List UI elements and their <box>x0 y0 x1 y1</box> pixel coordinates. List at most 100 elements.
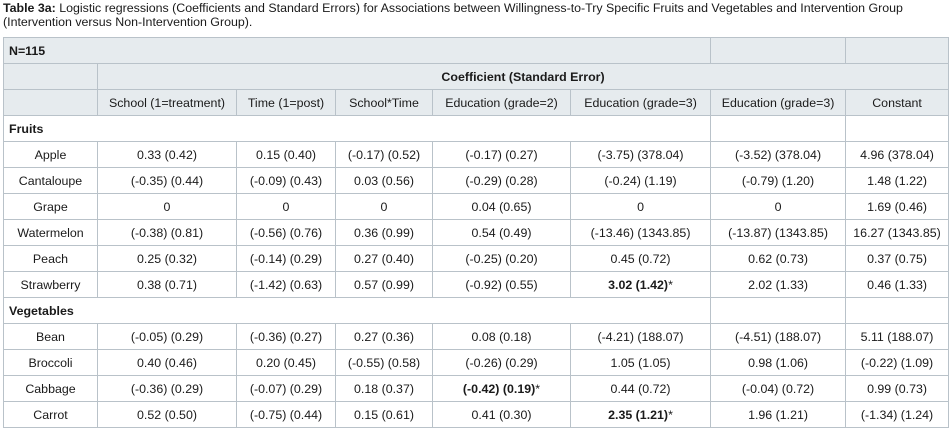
n-label: N=115 <box>2 37 712 64</box>
table-cell: (-0.79) (1.20) <box>710 167 847 194</box>
row-label: Cantaloupe <box>3 167 98 194</box>
cell-value: 0.99 (0.73) <box>867 381 927 396</box>
section-title: Fruits <box>2 115 712 142</box>
table-cell: 1.69 (0.46) <box>845 193 950 220</box>
table-row: Grape 0 0 0 0.04 (0.65) 0 0 1.69 (0.46) <box>3 193 950 220</box>
caption-text: Logistic regressions (Coefficients and S… <box>3 1 903 29</box>
table-cell: 0.27 (0.36) <box>335 323 433 350</box>
column-header: Education (grade=3) <box>710 89 847 116</box>
table-cell: (-0.35) (0.44) <box>97 167 237 194</box>
cell-value: 0.98 (1.06) <box>748 355 808 370</box>
cell-value: 4.96 (378.04) <box>860 147 934 162</box>
table-cell: (-3.75) (378.04) <box>569 141 712 168</box>
cell-value: 1.69 (0.46) <box>867 199 927 214</box>
table-cell: (-0.36) (0.29) <box>97 375 237 402</box>
table-cell: (-0.22) (1.09) <box>845 349 950 376</box>
table-cell: 0.25 (0.32) <box>97 245 237 272</box>
cell-value: 0.04 (0.65) <box>471 199 532 214</box>
cell-value: (-0.25) (0.20) <box>465 251 538 266</box>
table-cell: (-1.42) (0.63) <box>236 271 336 298</box>
table-cell: 0.40 (0.46) <box>97 349 237 376</box>
column-header: School (1=treatment) <box>97 89 237 116</box>
table-cell: (-0.04) (0.72) <box>710 375 847 402</box>
cell-value: (-0.35) (0.44) <box>130 173 204 188</box>
table-cell: 0.37 (0.75) <box>845 245 950 272</box>
cell-value: 0.62 (0.73) <box>748 251 808 266</box>
column-header: School*Time <box>335 89 433 116</box>
cell-value: (-0.22) (1.09) <box>860 355 934 370</box>
column-header: Constant <box>845 89 950 116</box>
column-header: Education (grade=3) <box>569 89 712 116</box>
table-cell: (-4.51) (188.07) <box>710 323 847 350</box>
table-cell: 0 <box>335 193 433 220</box>
cell-value: 0.15 (0.61) <box>354 407 414 422</box>
cell-value: 0 <box>380 199 388 214</box>
cell-value: 1.96 (1.21) <box>748 407 808 422</box>
table-cell: 0.41 (0.30) <box>432 401 571 428</box>
table-cell: (-0.55) (0.58) <box>335 349 433 376</box>
cell-value: 0.40 (0.46) <box>137 355 197 370</box>
table-cell: (-0.17) (0.27) <box>432 141 571 168</box>
significance-marker: * <box>535 381 541 396</box>
cell-value: (-0.09) (0.43) <box>249 173 323 188</box>
cell-value: 0.37 (0.75) <box>867 251 927 266</box>
column-header-row: School (1=treatment) Time (1=post) School*… <box>3 89 950 116</box>
cell-value: (-0.26) (0.29) <box>465 355 538 370</box>
table-cell: 0 <box>710 193 847 220</box>
table-cell: 0.62 (0.73) <box>710 245 847 272</box>
table-cell: (-1.34) (1.24) <box>845 401 950 428</box>
table-row: Broccoli 0.40 (0.46) 0.20 (0.45) (-0.55) (0… <box>3 349 950 376</box>
table-caption: Table 3a: Logistic regressions (Coeffici… <box>3 1 947 29</box>
table-cell: 0.03 (0.56) <box>335 167 433 194</box>
table-row: Bean (-0.05) (0.29) (-0.36) (0.27) 0.27 (0.… <box>3 323 950 350</box>
cell-value: 3.02 (1.42) <box>608 277 669 292</box>
cell-value: (-0.36) (0.27) <box>249 329 323 344</box>
table-cell: (-0.42) (0.19)* <box>432 375 571 402</box>
table-cell: 0.27 (0.40) <box>335 245 433 272</box>
table-cell: 0.45 (0.72) <box>569 245 712 272</box>
cell-value: (-3.75) (378.04) <box>597 147 684 162</box>
cell-value: 0.15 (0.40) <box>256 147 316 162</box>
table-cell: (-0.29) (0.28) <box>432 167 571 194</box>
table-cell: (-4.21) (188.07) <box>569 323 712 350</box>
table-cell: (-0.07) (0.29) <box>236 375 336 402</box>
table-cell: (-0.24) (1.19) <box>569 167 712 194</box>
coefficient-header-row: Coefficient (Standard Error) <box>3 63 950 90</box>
table-cell: (-0.38) (0.81) <box>97 219 237 246</box>
cell-value: (-0.17) (0.52) <box>347 147 421 162</box>
cell-value: (-0.17) (0.27) <box>465 147 538 162</box>
table-cell: 5.11 (188.07) <box>845 323 950 350</box>
cell-value: (-0.05) (0.29) <box>130 329 204 344</box>
empty-cell <box>710 115 847 142</box>
empty-cell <box>710 297 847 324</box>
cell-value: 0.41 (0.30) <box>471 407 532 422</box>
caption-label: Table 3a: <box>3 1 56 15</box>
table-cell: 0.98 (1.06) <box>710 349 847 376</box>
cell-value: 0.36 (0.99) <box>354 225 414 240</box>
table-cell: 0.33 (0.42) <box>97 141 237 168</box>
table-cell: 0.38 (0.71) <box>97 271 237 298</box>
table-cell: 1.96 (1.21) <box>710 401 847 428</box>
column-header: Time (1=post) <box>236 89 336 116</box>
empty-cell <box>845 37 950 64</box>
table-row: Watermelon (-0.38) (0.81) (-0.56) (0.76) 0.… <box>3 219 950 246</box>
empty-cell <box>3 63 98 90</box>
cell-value: 0 <box>282 199 290 214</box>
row-label: Cabbage <box>3 375 98 402</box>
cell-value: 1.05 (1.05) <box>610 355 671 370</box>
table-row: Apple 0.33 (0.42) 0.15 (0.40) (-0.17) (0.52… <box>3 141 950 168</box>
table-cell: 3.02 (1.42)* <box>569 271 712 298</box>
cell-value: 0.57 (0.99) <box>354 277 414 292</box>
table-cell: 0.99 (0.73) <box>845 375 950 402</box>
table-row: Strawberry 0.38 (0.71) (-1.42) (0.63) 0.57 … <box>3 271 950 298</box>
table-cell: 0 <box>97 193 237 220</box>
cell-value: (-0.07) (0.29) <box>249 381 323 396</box>
table-cell: 0.08 (0.18) <box>432 323 571 350</box>
cell-value: 0.27 (0.36) <box>354 329 414 344</box>
table-cell: 0.57 (0.99) <box>335 271 433 298</box>
cell-value: (-0.79) (1.20) <box>741 173 815 188</box>
table-cell: 16.27 (1343.85) <box>845 219 950 246</box>
table-cell: (-0.25) (0.20) <box>432 245 571 272</box>
cell-value: (-13.46) (1343.85) <box>590 225 691 240</box>
cell-value: 0.08 (0.18) <box>471 329 532 344</box>
